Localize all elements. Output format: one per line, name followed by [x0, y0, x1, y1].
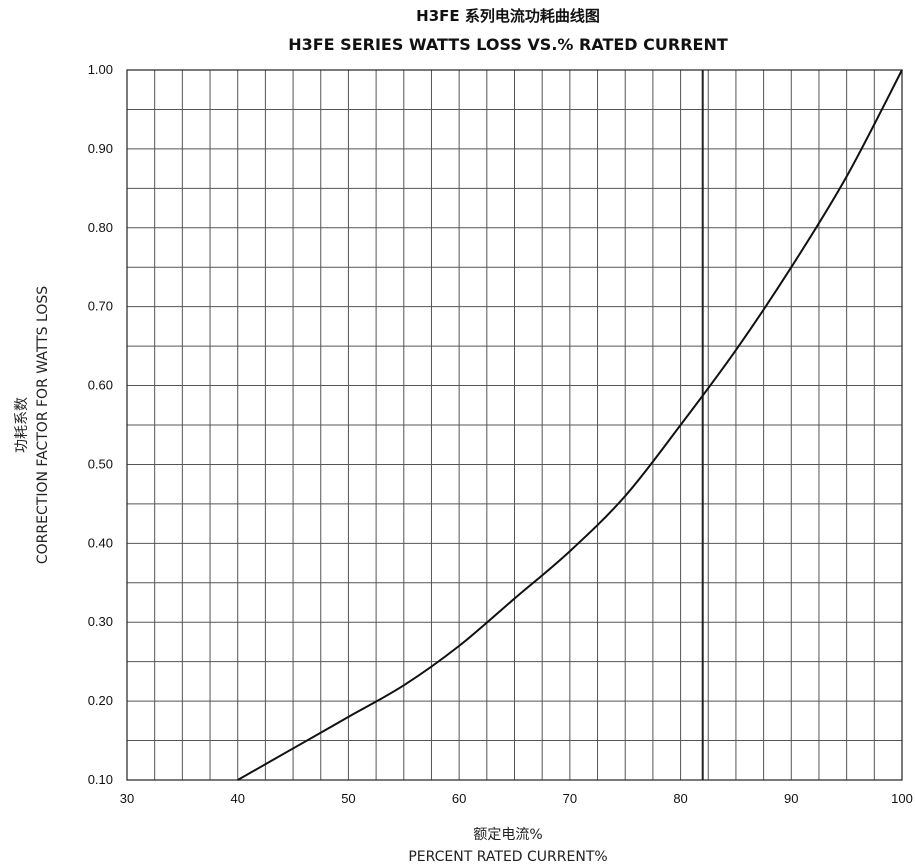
- y-tick-label: 0.20: [88, 693, 113, 708]
- y-tick-label: 1.00: [88, 62, 113, 77]
- data-marks: [237, 69, 903, 781]
- chart-title: H3FE 系列电流功耗曲线图: [416, 7, 600, 25]
- x-tick-label: 70: [563, 791, 577, 806]
- x-axis-label: 额定电流%: [473, 827, 542, 843]
- y-tick-label: 0.30: [88, 614, 113, 629]
- plot-area: [126, 69, 903, 781]
- chart-subtitle: H3FE SERIES WATTS LOSS VS.% RATED CURREN…: [288, 35, 728, 54]
- y-axis-label: 功耗系数: [14, 397, 30, 453]
- series-line: [237, 69, 903, 781]
- grid: [127, 70, 902, 780]
- y-tick-label: 0.70: [88, 299, 113, 314]
- x-axis-ticks: 30 40 50 60 70 80 90 100: [120, 791, 913, 806]
- y-axis-label-en: CORRECTION FACTOR FOR WATTS LOSS: [35, 286, 51, 564]
- y-tick-label: 0.90: [88, 141, 113, 156]
- x-tick-label: 100: [891, 791, 913, 806]
- x-axis-label-en: PERCENT RATED CURRENT%: [408, 849, 607, 865]
- x-tick-label: 30: [120, 791, 134, 806]
- x-tick-label: 50: [341, 791, 355, 806]
- y-tick-label: 0.60: [88, 378, 113, 393]
- y-axis-ticks: 0.10 0.20 0.30 0.40 0.50 0.60 0.70 0.80 0.90 1.00: [88, 62, 113, 787]
- x-tick-label: 90: [784, 791, 798, 806]
- y-tick-label: 0.80: [88, 220, 113, 235]
- x-tick-label: 40: [230, 791, 244, 806]
- y-tick-label: 0.50: [88, 456, 113, 471]
- x-tick-label: 80: [673, 791, 687, 806]
- y-tick-label: 0.40: [88, 535, 113, 550]
- x-tick-label: 60: [452, 791, 466, 806]
- y-tick-label: 0.10: [88, 772, 113, 787]
